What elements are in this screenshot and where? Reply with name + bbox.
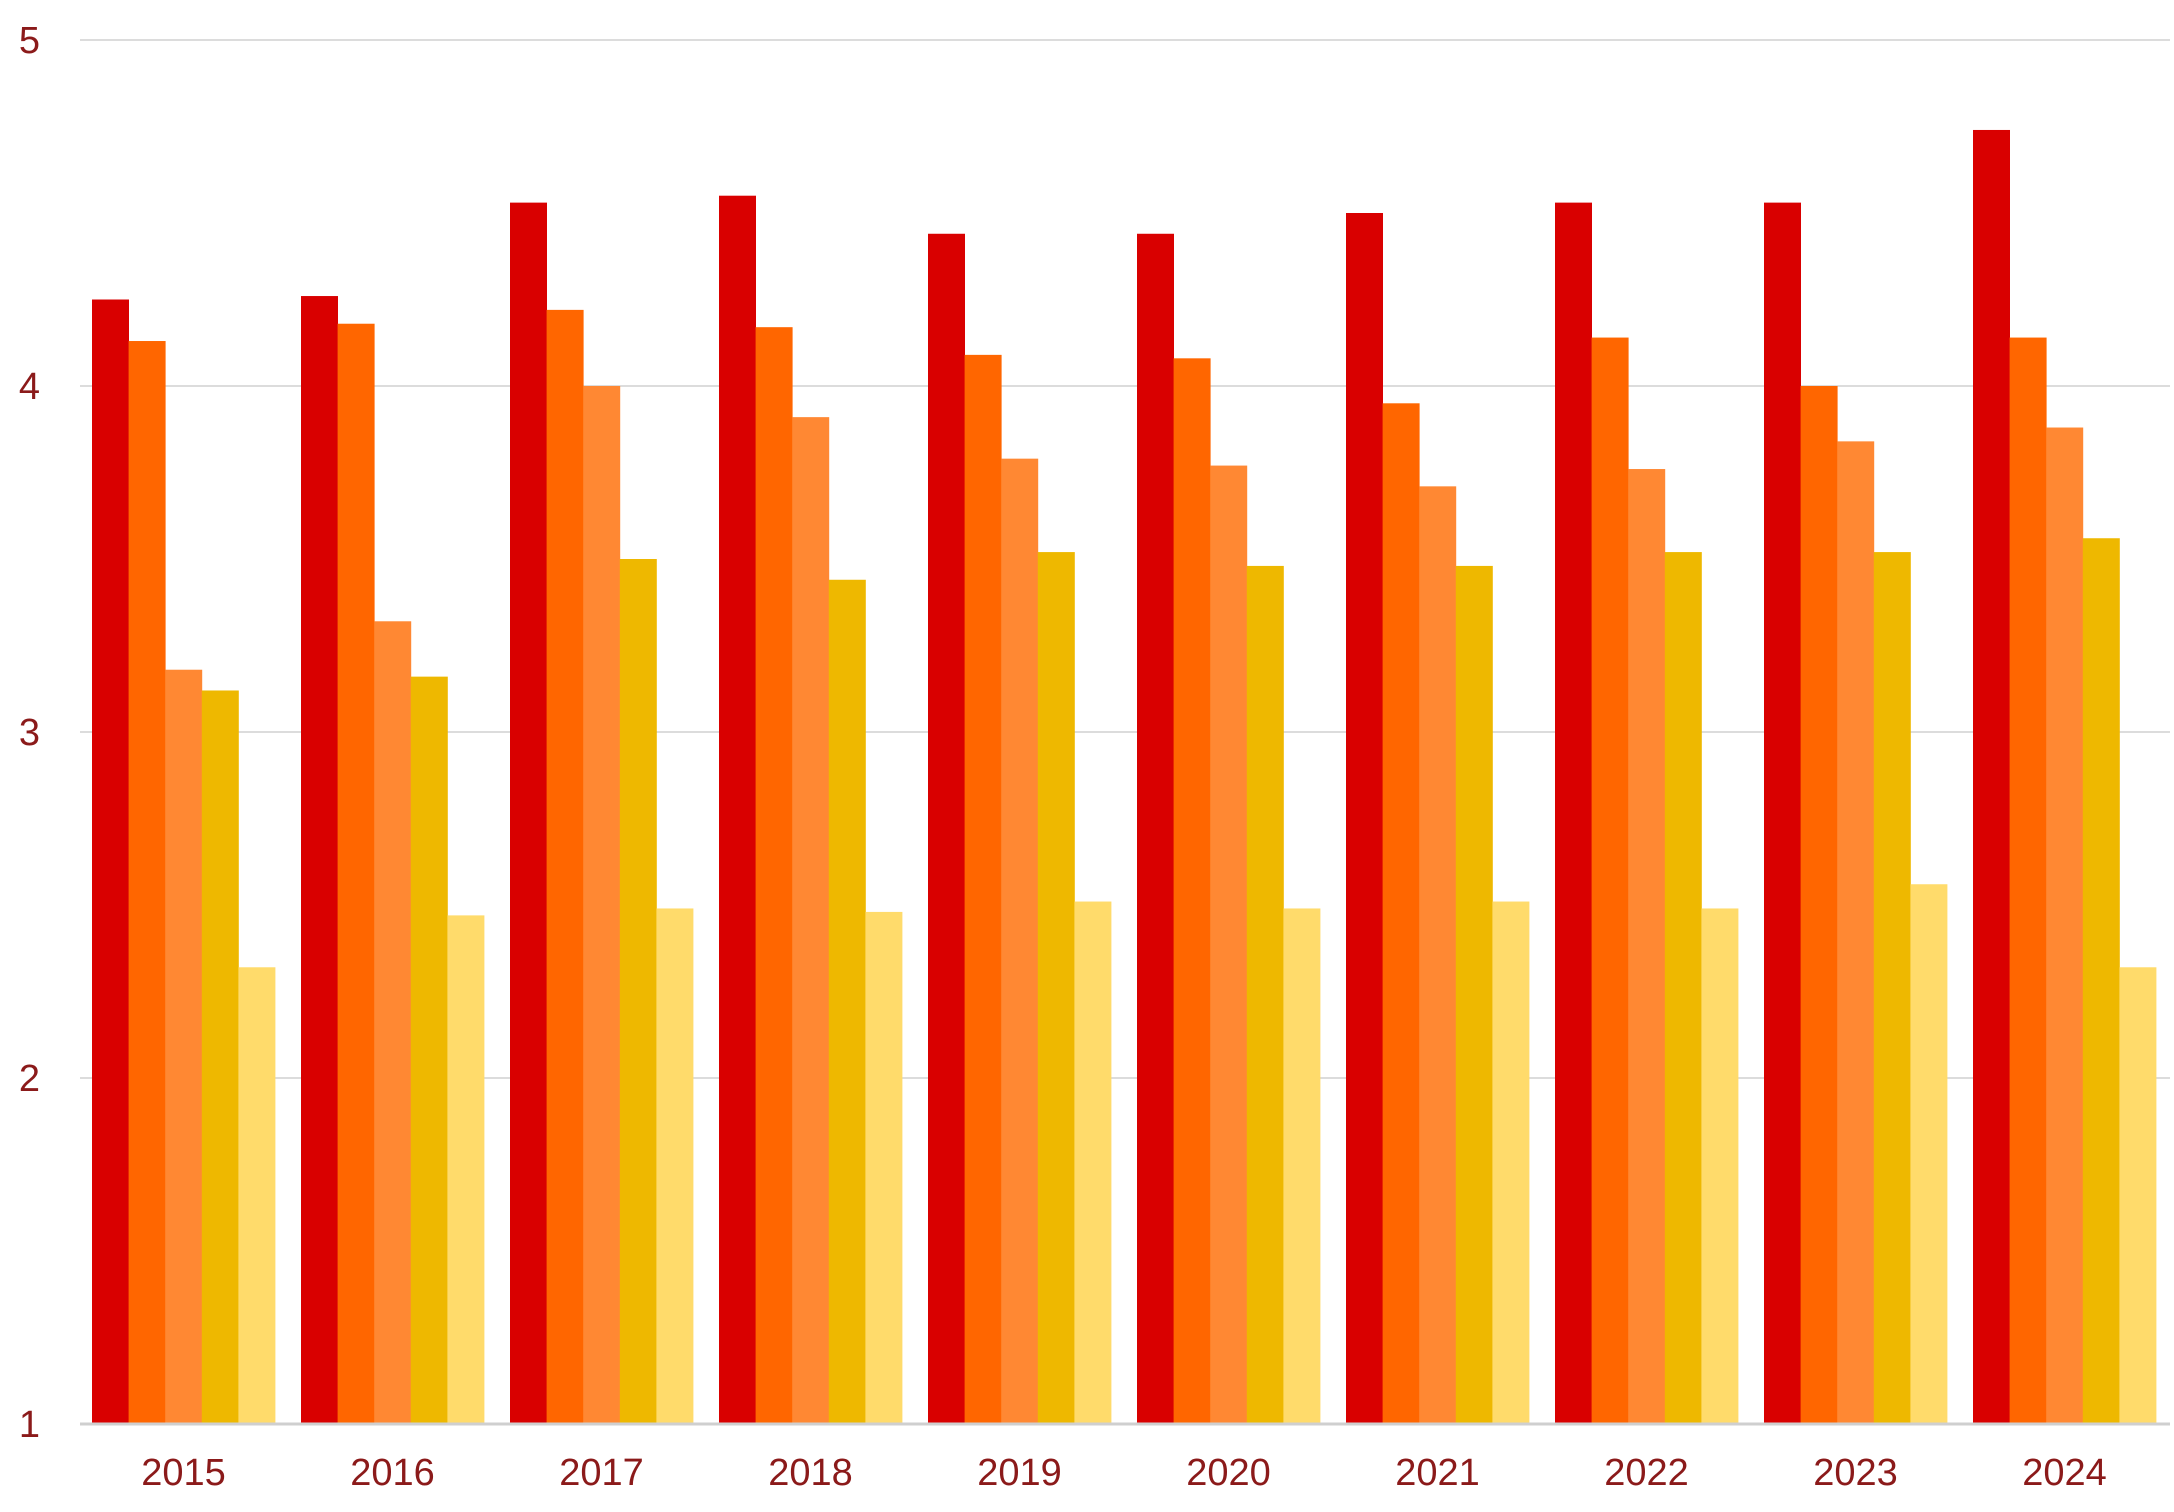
x-tick-label: 2022 [1604,1452,1689,1494]
bar-series-3-2023 [1837,441,1875,1424]
bar-series-5-2015 [238,967,276,1424]
x-tick-label: 2018 [768,1452,853,1494]
x-tick-label: 2021 [1395,1452,1480,1494]
bar-series-3-2024 [2046,427,2084,1424]
bar-group-2016 [301,296,485,1425]
x-tick-label: 2016 [350,1452,435,1494]
bar-group-2024 [1973,129,2157,1425]
bar-series-5-2023 [1910,884,1948,1424]
bar-series-2-2016 [337,323,375,1425]
bar-series-1-2017 [510,202,547,1424]
bars [92,129,2157,1425]
bar-series-4-2017 [619,559,657,1424]
bar-series-1-2024 [1973,129,2010,1425]
bar-series-4-2022 [1664,552,1702,1424]
bar-series-1-2016 [301,296,338,1424]
bar-series-5-2018 [865,911,903,1424]
y-tick-label: 5 [19,20,40,62]
bar-series-4-2020 [1246,565,1284,1424]
bar-series-5-2020 [1283,908,1321,1424]
bar-group-2017 [510,202,694,1424]
bar-series-4-2018 [828,579,866,1424]
bar-series-1-2018 [719,195,756,1425]
bar-series-4-2024 [2082,538,2120,1424]
bar-group-2015 [92,299,276,1424]
bar-series-5-2019 [1074,901,1112,1424]
bar-group-2023 [1764,202,1948,1424]
bar-series-1-2022 [1555,202,1592,1424]
axes: 1 2 3 4 5 2015 2016 2017 2018 2019 2020 2021 2022 202… [19,20,2170,1494]
bar-series-5-2024 [2119,967,2157,1424]
bar-series-1-2015 [92,299,129,1424]
bar-group-2019 [928,233,1112,1424]
x-tick-label: 2019 [977,1452,1062,1494]
bar-series-2-2024 [2009,337,2047,1424]
bar-series-5-2022 [1701,908,1739,1424]
bar-series-4-2019 [1037,552,1075,1424]
bar-series-2-2015 [128,341,166,1424]
bar-series-2-2021 [1382,403,1420,1424]
bar-series-2-2019 [964,354,1002,1424]
bar-series-2-2018 [755,327,793,1425]
bar-series-3-2018 [792,417,830,1424]
bar-series-4-2021 [1455,565,1493,1424]
y-tick-label: 3 [19,712,40,754]
bar-series-3-2020 [1210,465,1248,1425]
bar-series-1-2023 [1764,202,1801,1424]
x-tick-label: 2024 [2022,1452,2107,1494]
bar-series-4-2023 [1873,552,1911,1424]
bar-series-5-2017 [656,908,694,1424]
x-tick-label: 2015 [141,1452,226,1494]
bar-series-1-2021 [1346,213,1383,1424]
bar-series-2-2022 [1591,337,1629,1424]
bar-series-3-2021 [1419,486,1457,1425]
bar-series-3-2022 [1628,469,1666,1424]
bar-series-2-2020 [1173,358,1211,1424]
x-tick-label: 2023 [1813,1452,1898,1494]
x-tick-label: 2017 [559,1452,644,1494]
bar-series-1-2020 [1137,233,1174,1424]
bar-series-3-2015 [165,669,203,1424]
bar-series-5-2016 [447,915,485,1424]
bar-series-4-2015 [201,690,239,1424]
bar-group-2018 [719,195,903,1425]
bar-series-2-2023 [1800,386,1838,1424]
bar-series-3-2017 [583,386,621,1424]
y-tick-label: 2 [19,1058,40,1100]
bar-series-3-2019 [1001,458,1039,1424]
bar-group-2021 [1346,213,1530,1425]
bar-series-2-2017 [546,309,584,1424]
bar-series-5-2021 [1492,901,1530,1424]
bar-group-2022 [1555,202,1739,1424]
bar-series-3-2016 [374,621,412,1424]
y-tick-label: 1 [19,1404,40,1446]
bar-group-2020 [1137,233,1321,1425]
bar-series-1-2019 [928,233,965,1424]
y-tick-label: 4 [19,366,40,408]
x-tick-label: 2020 [1186,1452,1271,1494]
bar-series-4-2016 [410,676,448,1424]
